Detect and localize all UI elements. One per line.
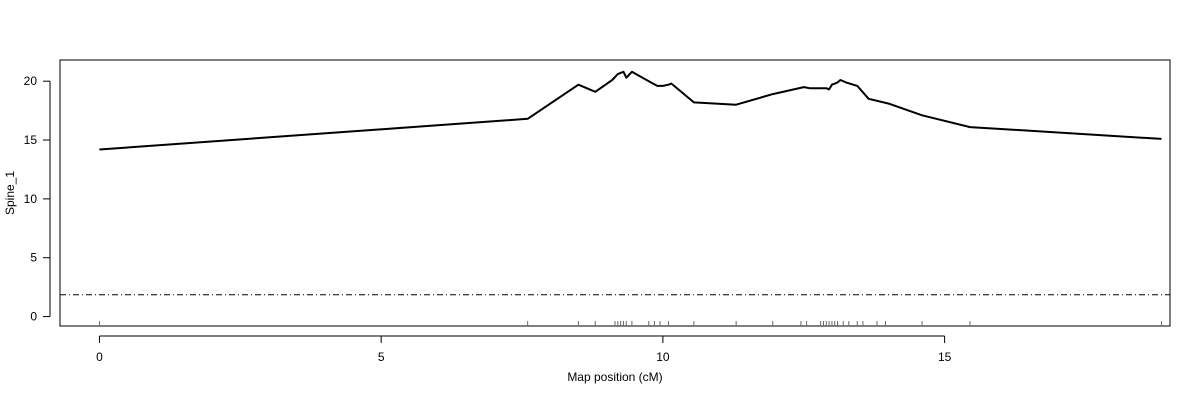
x-tick-label: 0 bbox=[96, 350, 103, 364]
y-axis-title: Spine_1 bbox=[3, 171, 17, 215]
x-axis: 0 5 10 15 bbox=[96, 335, 952, 364]
y-tick-label: 20 bbox=[24, 74, 38, 88]
y-axis: 0 5 10 15 20 bbox=[24, 74, 51, 324]
y-tick-label: 15 bbox=[24, 133, 38, 147]
x-axis-title: Map position (cM) bbox=[567, 370, 662, 384]
plot-frame bbox=[59, 59, 1171, 327]
rug bbox=[98, 321, 1163, 326]
series-line bbox=[99, 70, 1162, 151]
y-tick-label: 0 bbox=[30, 310, 37, 324]
y-tick-label: 5 bbox=[30, 251, 37, 265]
x-tick-label: 10 bbox=[656, 350, 670, 364]
x-tick-label: 15 bbox=[938, 350, 952, 364]
x-tick-label: 5 bbox=[378, 350, 385, 364]
y-tick-label: 10 bbox=[24, 192, 38, 206]
